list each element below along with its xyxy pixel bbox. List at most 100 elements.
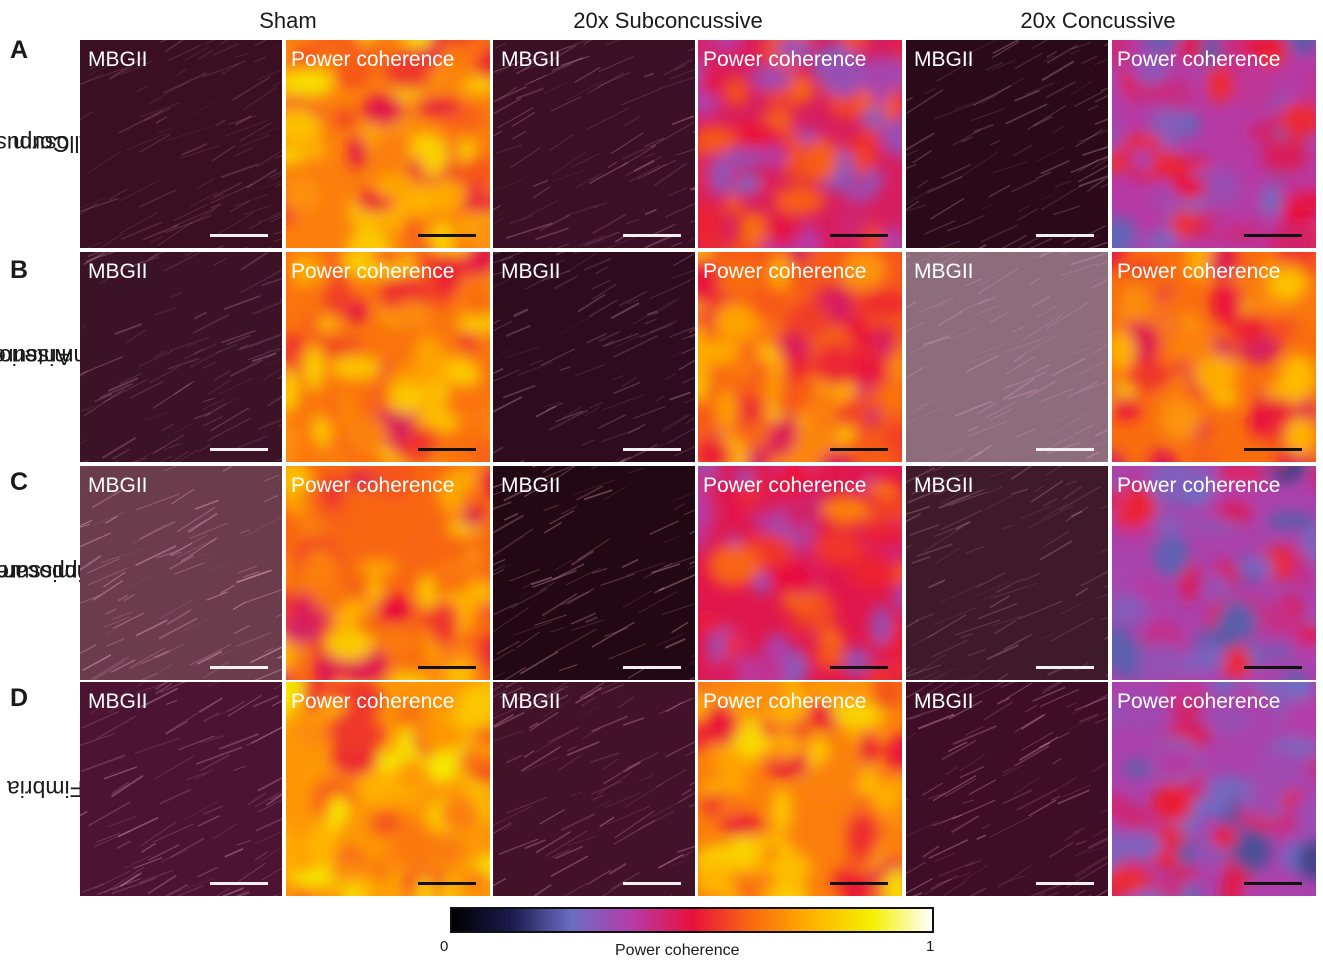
scale-bar xyxy=(418,234,476,237)
power-coherence-panel: Power coherence xyxy=(1112,252,1316,462)
mbgii-label: MBGII xyxy=(914,474,974,497)
coherence-heatmap xyxy=(698,682,902,896)
power-coherence-label: Power coherence xyxy=(291,690,455,713)
row-letter-c: C xyxy=(10,468,29,496)
mbgii-micrograph-panel: MBGII xyxy=(493,682,695,896)
mbgii-micrograph-panel: MBGII xyxy=(906,40,1108,248)
micrograph-image xyxy=(493,252,695,462)
coherence-heatmap xyxy=(1112,682,1316,896)
coherence-heatmap xyxy=(1112,40,1316,248)
micrograph-image xyxy=(493,40,695,248)
coherence-heatmap xyxy=(286,466,490,680)
power-coherence-panel: Power coherence xyxy=(698,40,902,248)
power-coherence-label: Power coherence xyxy=(291,48,455,71)
power-coherence-panel: Power coherence xyxy=(1112,40,1316,248)
mbgii-micrograph-panel: MBGII xyxy=(80,466,282,680)
scale-bar xyxy=(623,234,681,237)
colorbar-max-label: 1 xyxy=(926,938,935,955)
row-letter-d: D xyxy=(10,684,29,712)
mbgii-label: MBGII xyxy=(88,260,148,283)
mbgii-label: MBGII xyxy=(88,48,148,71)
row-letter-a: A xyxy=(10,36,29,64)
scale-bar xyxy=(830,448,888,451)
mbgii-micrograph-panel: MBGII xyxy=(493,466,695,680)
mbgii-label: MBGII xyxy=(501,474,561,497)
micrograph-image xyxy=(80,682,282,896)
colorbar-title: Power coherence xyxy=(615,942,740,959)
coherence-heatmap xyxy=(286,40,490,248)
row-label-hippocampal-commissure: Hippocampalcommissure xyxy=(0,560,120,586)
mbgii-micrograph-panel: MBGII xyxy=(80,252,282,462)
micrograph-image xyxy=(80,40,282,248)
micrograph-image xyxy=(80,252,282,462)
column-header-subconcussive: 20x Subconcussive xyxy=(573,8,763,33)
scale-bar xyxy=(210,666,268,669)
scale-bar xyxy=(1244,448,1302,451)
micrograph-image xyxy=(906,40,1108,248)
scale-bar xyxy=(1244,234,1302,237)
mbgii-micrograph-panel: MBGII xyxy=(906,682,1108,896)
coherence-heatmap xyxy=(286,252,490,462)
coherence-heatmap xyxy=(286,682,490,896)
colorbar xyxy=(450,907,934,933)
scale-bar xyxy=(1036,448,1094,451)
power-coherence-panel: Power coherence xyxy=(698,682,902,896)
power-coherence-label: Power coherence xyxy=(1117,48,1281,71)
scale-bar xyxy=(418,666,476,669)
power-coherence-label: Power coherence xyxy=(703,260,867,283)
power-coherence-label: Power coherence xyxy=(1117,260,1281,283)
scale-bar xyxy=(1244,882,1302,885)
scale-bar xyxy=(830,234,888,237)
mbgii-micrograph-panel: MBGII xyxy=(80,40,282,248)
power-coherence-label: Power coherence xyxy=(1117,690,1281,713)
power-coherence-label: Power coherence xyxy=(703,48,867,71)
micrograph-image xyxy=(493,682,695,896)
power-coherence-label: Power coherence xyxy=(703,690,867,713)
mbgii-label: MBGII xyxy=(501,260,561,283)
scale-bar xyxy=(210,448,268,451)
mbgii-label: MBGII xyxy=(914,690,974,713)
power-coherence-panel: Power coherence xyxy=(286,466,490,680)
mbgii-label: MBGII xyxy=(501,48,561,71)
power-coherence-panel: Power coherence xyxy=(1112,682,1316,896)
power-coherence-panel: Power coherence xyxy=(698,466,902,680)
power-coherence-label: Power coherence xyxy=(291,260,455,283)
scale-bar xyxy=(210,234,268,237)
mbgii-micrograph-panel: MBGII xyxy=(80,682,282,896)
scale-bar xyxy=(210,882,268,885)
power-coherence-panel: Power coherence xyxy=(286,40,490,248)
coherence-heatmap xyxy=(698,466,902,680)
mbgii-label: MBGII xyxy=(88,690,148,713)
mbgii-micrograph-panel: MBGII xyxy=(906,466,1108,680)
power-coherence-label: Power coherence xyxy=(1117,474,1281,497)
coherence-heatmap xyxy=(698,40,902,248)
mbgii-label: MBGII xyxy=(88,474,148,497)
column-header-concussive: 20x Concussive xyxy=(1020,8,1176,33)
colorbar-min-label: 0 xyxy=(440,938,449,955)
scale-bar xyxy=(418,448,476,451)
scale-bar xyxy=(623,666,681,669)
coherence-heatmap xyxy=(1112,466,1316,680)
micrograph-image xyxy=(906,252,1108,462)
row-letter-b: B xyxy=(10,256,29,284)
mbgii-micrograph-panel: MBGII xyxy=(493,40,695,248)
scale-bar xyxy=(830,882,888,885)
mbgii-label: MBGII xyxy=(914,48,974,71)
micrograph-image xyxy=(906,466,1108,680)
power-coherence-panel: Power coherence xyxy=(1112,466,1316,680)
mbgii-micrograph-panel: MBGII xyxy=(906,252,1108,462)
scale-bar xyxy=(623,448,681,451)
scale-bar xyxy=(623,882,681,885)
mbgii-label: MBGII xyxy=(914,260,974,283)
micrograph-image xyxy=(80,466,282,680)
scale-bar xyxy=(830,666,888,669)
scale-bar xyxy=(1036,882,1094,885)
mbgii-label: MBGII xyxy=(501,690,561,713)
scale-bar xyxy=(1244,666,1302,669)
power-coherence-label: Power coherence xyxy=(291,474,455,497)
row-label-corpus-callosum: Corpus callosum xyxy=(0,131,104,157)
power-coherence-panel: Power coherence xyxy=(286,682,490,896)
coherence-heatmap xyxy=(1112,252,1316,462)
column-header-sham: Sham xyxy=(259,8,317,33)
power-coherence-label: Power coherence xyxy=(703,474,867,497)
